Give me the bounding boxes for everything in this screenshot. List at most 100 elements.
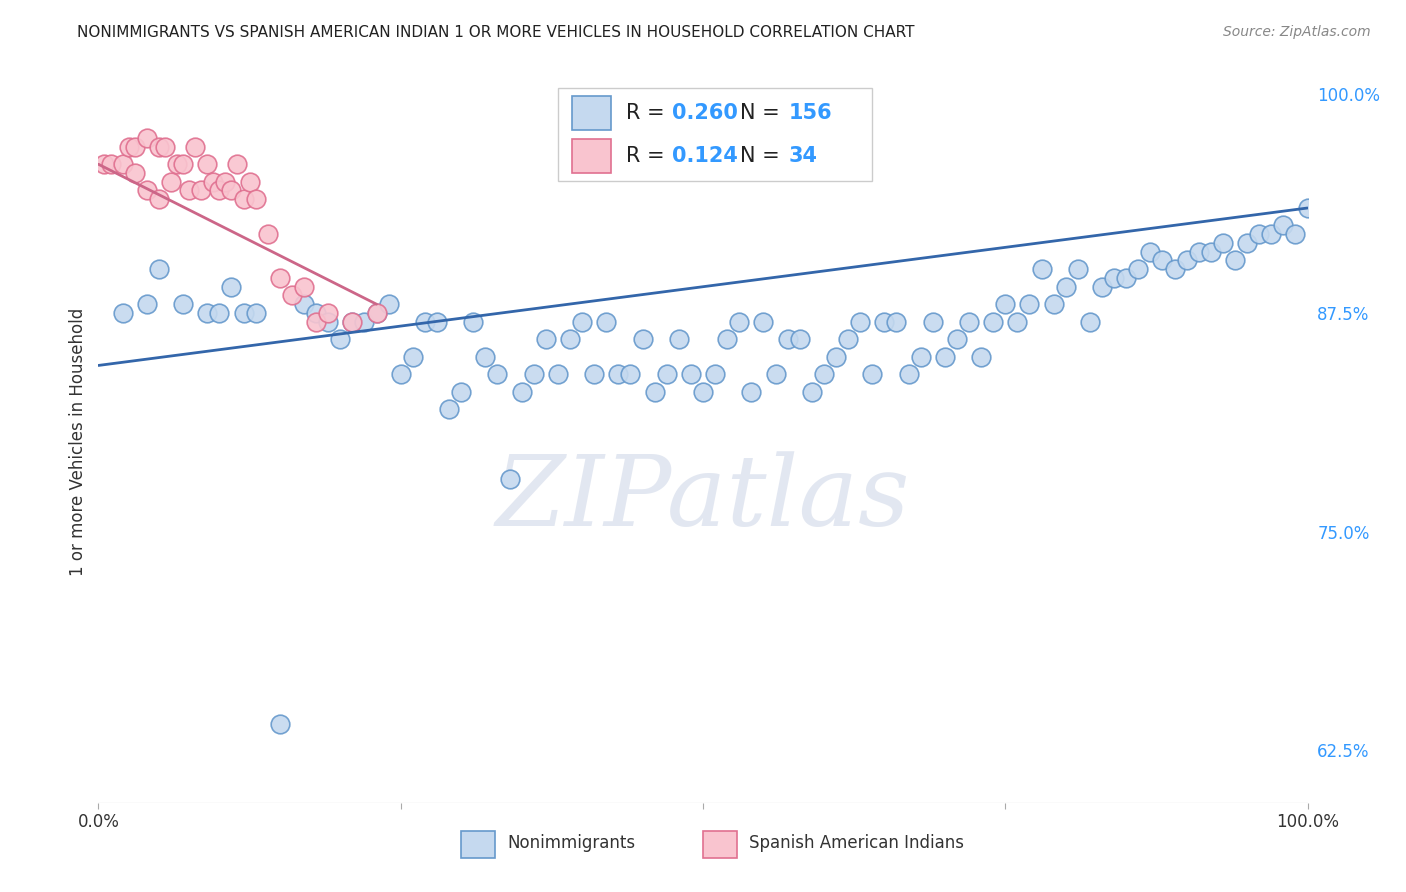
Point: [135, 131, 157, 145]
Point: [970, 350, 993, 364]
Point: [172, 297, 194, 311]
Point: [1272, 219, 1295, 233]
Point: [148, 262, 170, 277]
Point: [1139, 244, 1161, 259]
Point: [886, 315, 908, 329]
Point: [595, 315, 617, 329]
Text: R =: R =: [626, 103, 671, 123]
Point: [800, 384, 823, 399]
Point: [1188, 244, 1211, 259]
Point: [1054, 279, 1077, 293]
Point: [93, 157, 115, 171]
Point: [897, 367, 920, 381]
Point: [232, 192, 254, 206]
Point: [353, 315, 375, 329]
Point: [1260, 227, 1282, 242]
Point: [607, 367, 630, 381]
Point: [135, 297, 157, 311]
Text: 0.260: 0.260: [672, 103, 737, 123]
Point: [860, 367, 883, 381]
Point: [190, 184, 212, 198]
Point: [474, 350, 496, 364]
Text: R =: R =: [626, 146, 671, 166]
Point: [256, 227, 278, 242]
Point: [740, 384, 762, 399]
Text: 156: 156: [789, 103, 832, 123]
Point: [195, 306, 218, 320]
Point: [1223, 253, 1246, 268]
Point: [1175, 253, 1198, 268]
Point: [1199, 244, 1222, 259]
Text: Spanish American Indians: Spanish American Indians: [749, 833, 965, 852]
Point: [135, 184, 157, 198]
Text: N =: N =: [741, 103, 787, 123]
Point: [728, 315, 751, 329]
Point: [849, 315, 872, 329]
Point: [1042, 297, 1064, 311]
Point: [366, 306, 388, 320]
Point: [873, 315, 896, 329]
Point: [558, 332, 581, 346]
Point: [450, 384, 472, 399]
Point: [1031, 262, 1053, 277]
Point: [498, 472, 520, 486]
Point: [631, 332, 654, 346]
Point: [281, 288, 304, 302]
Text: 34: 34: [789, 146, 818, 166]
Point: [910, 350, 932, 364]
Point: [1212, 235, 1234, 250]
Point: [148, 192, 170, 206]
Point: [1078, 315, 1101, 329]
Point: [342, 315, 364, 329]
Point: [765, 367, 787, 381]
Point: [825, 350, 848, 364]
Point: [226, 157, 249, 171]
FancyBboxPatch shape: [461, 831, 495, 858]
Point: [1018, 297, 1040, 311]
Point: [426, 315, 449, 329]
Point: [124, 166, 146, 180]
Point: [239, 175, 262, 189]
Point: [100, 157, 122, 171]
Point: [402, 350, 425, 364]
Point: [946, 332, 969, 346]
Point: [547, 367, 569, 381]
FancyBboxPatch shape: [558, 87, 872, 181]
Point: [124, 140, 146, 154]
Point: [510, 384, 533, 399]
Point: [1296, 201, 1319, 215]
Y-axis label: 1 or more Vehicles in Household: 1 or more Vehicles in Household: [69, 308, 87, 575]
Point: [292, 297, 315, 311]
Point: [342, 315, 364, 329]
Point: [232, 306, 254, 320]
FancyBboxPatch shape: [572, 139, 612, 173]
Point: [644, 384, 666, 399]
Point: [1091, 279, 1114, 293]
Point: [111, 157, 134, 171]
Point: [329, 332, 352, 346]
Point: [981, 315, 1004, 329]
Text: Source: ZipAtlas.com: Source: ZipAtlas.com: [1223, 25, 1371, 39]
Point: [184, 140, 207, 154]
Point: [202, 175, 225, 189]
Point: [523, 367, 546, 381]
Point: [111, 306, 134, 320]
Point: [269, 271, 291, 285]
FancyBboxPatch shape: [703, 831, 737, 858]
Point: [366, 306, 388, 320]
Point: [1007, 315, 1029, 329]
Point: [166, 157, 188, 171]
Point: [1284, 227, 1306, 242]
Point: [1128, 262, 1150, 277]
Point: [655, 367, 678, 381]
Point: [172, 157, 194, 171]
FancyBboxPatch shape: [572, 95, 612, 130]
Point: [413, 315, 436, 329]
Point: [1152, 253, 1174, 268]
Point: [118, 140, 141, 154]
Point: [957, 315, 980, 329]
Point: [704, 367, 727, 381]
Point: [486, 367, 509, 381]
Point: [160, 175, 183, 189]
Point: [752, 315, 775, 329]
